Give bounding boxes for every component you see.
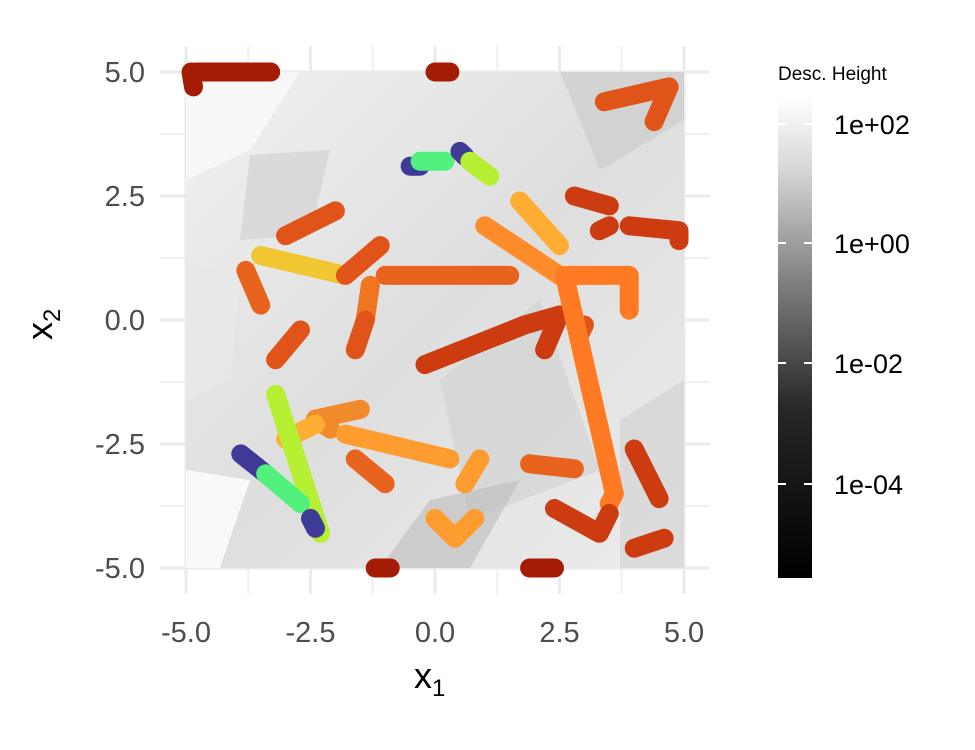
x-tick-label: 0.0	[415, 617, 455, 649]
x-tick-label: 2.5	[539, 617, 579, 649]
legend-tick-label: 1e+02	[834, 110, 910, 140]
legend: Desc. Height 1e+02 1e+00 1e-02 1e-04	[778, 64, 910, 578]
descent-path	[624, 528, 674, 558]
descent-path	[624, 439, 669, 509]
descent-path	[345, 310, 375, 360]
descent-path	[564, 186, 619, 216]
descent-path	[236, 260, 271, 315]
descent-path	[266, 320, 310, 370]
descent-path	[555, 265, 624, 513]
descent-path	[475, 216, 569, 285]
y-axis: 5.0 2.5 0.0 -2.5 -5.0	[95, 57, 145, 585]
descent-path	[301, 508, 325, 538]
x-axis: -5.0 -2.5 0.0 2.5 5.0	[161, 617, 704, 649]
descent-path	[510, 191, 569, 256]
x-tick-label: -2.5	[286, 617, 336, 649]
descent-path	[415, 305, 569, 375]
descent-path	[256, 464, 310, 513]
legend-title: Desc. Height	[778, 64, 887, 85]
y-tick-label: -5.0	[95, 553, 145, 585]
y-tick-label: 5.0	[105, 57, 145, 89]
x-tick-label: -5.0	[161, 617, 211, 649]
descent-path	[181, 62, 203, 97]
legend-colorbar	[778, 98, 812, 578]
descent-path	[425, 508, 485, 548]
legend-ticks: 1e+02 1e+00 1e-02 1e-04	[778, 110, 910, 500]
legend-tick-label: 1e-02	[834, 349, 903, 379]
descent-path	[460, 151, 500, 186]
descent-path	[455, 449, 490, 494]
x-tick-label: 5.0	[664, 617, 704, 649]
y-tick-label: -2.5	[95, 429, 145, 461]
descent-path	[619, 216, 689, 251]
legend-tick-label: 1e-04	[834, 470, 903, 500]
descent-path	[251, 246, 355, 285]
descent-paths	[181, 62, 689, 578]
descent-path	[520, 454, 584, 479]
descent-path	[335, 236, 390, 285]
descent-path	[335, 424, 460, 469]
y-tick-label: 0.0	[105, 305, 145, 337]
x-axis-title: x1	[414, 655, 445, 702]
descent-path	[545, 499, 619, 543]
descent-path	[276, 201, 345, 246]
descent-path	[345, 449, 395, 494]
descent-path	[594, 77, 679, 132]
legend-tick-label: 1e+00	[834, 229, 910, 259]
descent-path	[589, 216, 619, 241]
descent-path	[560, 265, 639, 320]
y-axis-title: x2	[19, 309, 66, 340]
y-tick-label: 2.5	[105, 181, 145, 213]
